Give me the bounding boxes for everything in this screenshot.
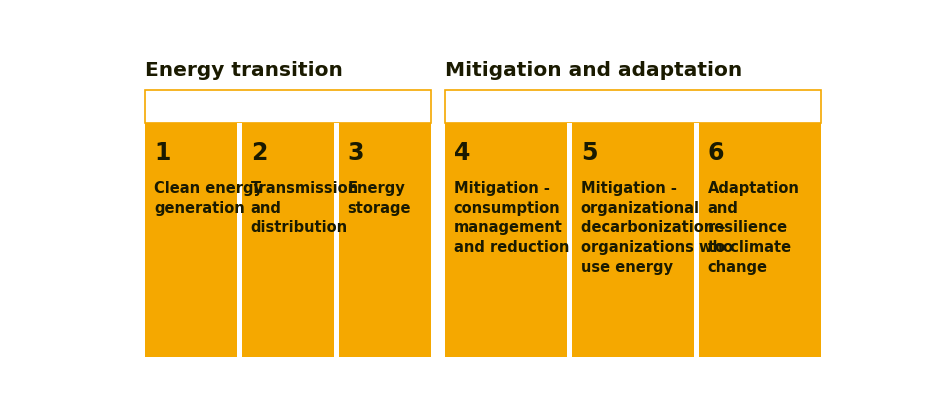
Bar — [693, 123, 699, 356]
Bar — [145, 90, 431, 356]
Text: 3: 3 — [348, 141, 364, 165]
Text: 2: 2 — [251, 141, 267, 165]
Text: Mitigation and adaptation: Mitigation and adaptation — [445, 61, 743, 80]
Text: Transmission
and
distribution: Transmission and distribution — [251, 181, 359, 235]
Text: Energy transition: Energy transition — [145, 61, 343, 80]
Bar — [445, 90, 821, 356]
Bar — [237, 123, 242, 356]
Text: 5: 5 — [581, 141, 597, 165]
Text: Energy
storage: Energy storage — [348, 181, 411, 216]
Text: Mitigation -
consumption
management
and reduction: Mitigation - consumption management and … — [454, 181, 569, 255]
Text: Clean energy
generation: Clean energy generation — [154, 181, 263, 216]
Text: Mitigation -
organizational
decarbonization -
organizations who
use energy: Mitigation - organizational decarbonizat… — [581, 181, 733, 275]
Text: 1: 1 — [154, 141, 171, 165]
Text: Adaptation
and
resilience
to climate
change: Adaptation and resilience to climate cha… — [707, 181, 800, 275]
Text: 6: 6 — [707, 141, 724, 165]
Bar — [567, 123, 572, 356]
Text: 4: 4 — [454, 141, 470, 165]
Bar — [145, 90, 431, 123]
Bar — [334, 123, 339, 356]
Bar — [445, 90, 821, 123]
